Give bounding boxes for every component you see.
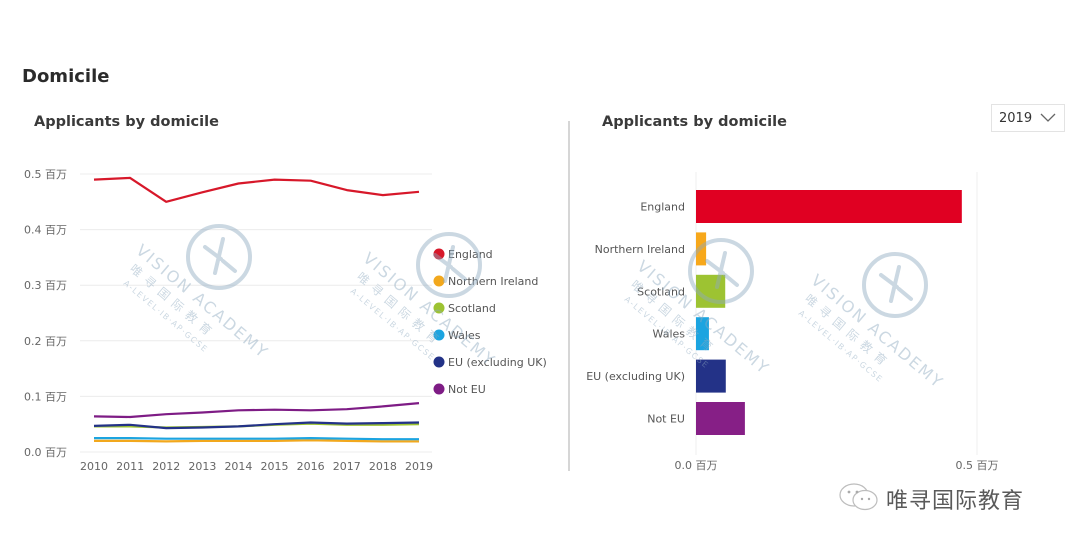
line-chart: 0.0 百万 0.1 百万 0.2 百万 0.3 百万 0.4 百万 0.5 百万 201… [24,168,547,473]
bar-northern-ireland [696,232,707,266]
x-tick-label: 2018 [369,460,397,473]
panel-divider [568,121,570,471]
y-tick-label: 0.4 百万 [24,224,67,237]
y-tick-label: 0.5 百万 [24,168,67,181]
legend-label: Northern Ireland [448,275,538,288]
y-tick-label: 0.1 百万 [24,390,67,403]
y-tick-label: 0.3 百万 [24,279,67,292]
bar-wales [696,317,709,351]
series-line-northern-ireland [94,439,419,443]
category-label: EU (excluding UK) [586,370,685,383]
category-label: Wales [653,328,686,341]
bar-not-eu [696,402,745,435]
line-chart-title: Applicants by domicile [34,114,219,130]
legend-marker [433,383,445,395]
legend-marker [433,248,445,260]
category-label: Northern Ireland [595,243,685,256]
category-label: England [640,201,685,214]
category-label: Not EU [647,413,685,426]
x-tick-label: 2012 [152,460,180,473]
chevron-down-icon [1040,113,1056,123]
brand-text: 唯寻国际教育 [886,489,1025,514]
year-dropdown[interactable]: 2019 [991,104,1065,132]
legend-marker [433,275,445,287]
x-tick-label: 2010 [80,460,108,473]
x-tick-label: 2019 [405,460,433,473]
series-line-not-eu [93,402,420,419]
x-tick-label: 0.0 百万 [675,459,718,472]
x-tick-label: 2015 [261,460,289,473]
bar-eu-excluding-uk [696,359,726,393]
bar-scotland [696,274,726,308]
x-tick-label: 2013 [188,460,216,473]
bar-chart-title: Applicants by domicile [602,114,787,130]
wechat-icon [838,482,880,516]
bar-chart: England Northern Ireland Scotland Wales EU (… [586,172,999,472]
legend-label: England [448,248,493,261]
series-line-eu-excluding-uk [93,421,420,430]
year-dropdown-value: 2019 [999,110,1033,126]
legend-label: Wales [448,329,481,342]
category-label: Scotland [637,285,685,298]
legend-label: EU (excluding UK) [448,356,547,369]
series-line-wales [94,437,419,441]
x-tick-label: 2017 [333,460,361,473]
legend-label: Not EU [448,383,486,396]
legend-marker [433,329,445,341]
legend-marker [433,356,445,368]
x-tick-label: 0.5 百万 [956,459,999,472]
section-title: Domicile [22,66,110,87]
legend-label: Scotland [448,302,496,315]
legend-marker [433,302,445,314]
brand-footer: 唯寻国际教育 [838,482,1024,516]
y-tick-label: 0.0 百万 [24,446,67,459]
bar-england [696,190,962,223]
y-tick-label: 0.2 百万 [24,335,67,348]
x-tick-label: 2014 [224,460,252,473]
x-tick-label: 2016 [297,460,325,473]
x-tick-label: 2011 [116,460,144,473]
series-line-england [93,176,420,203]
